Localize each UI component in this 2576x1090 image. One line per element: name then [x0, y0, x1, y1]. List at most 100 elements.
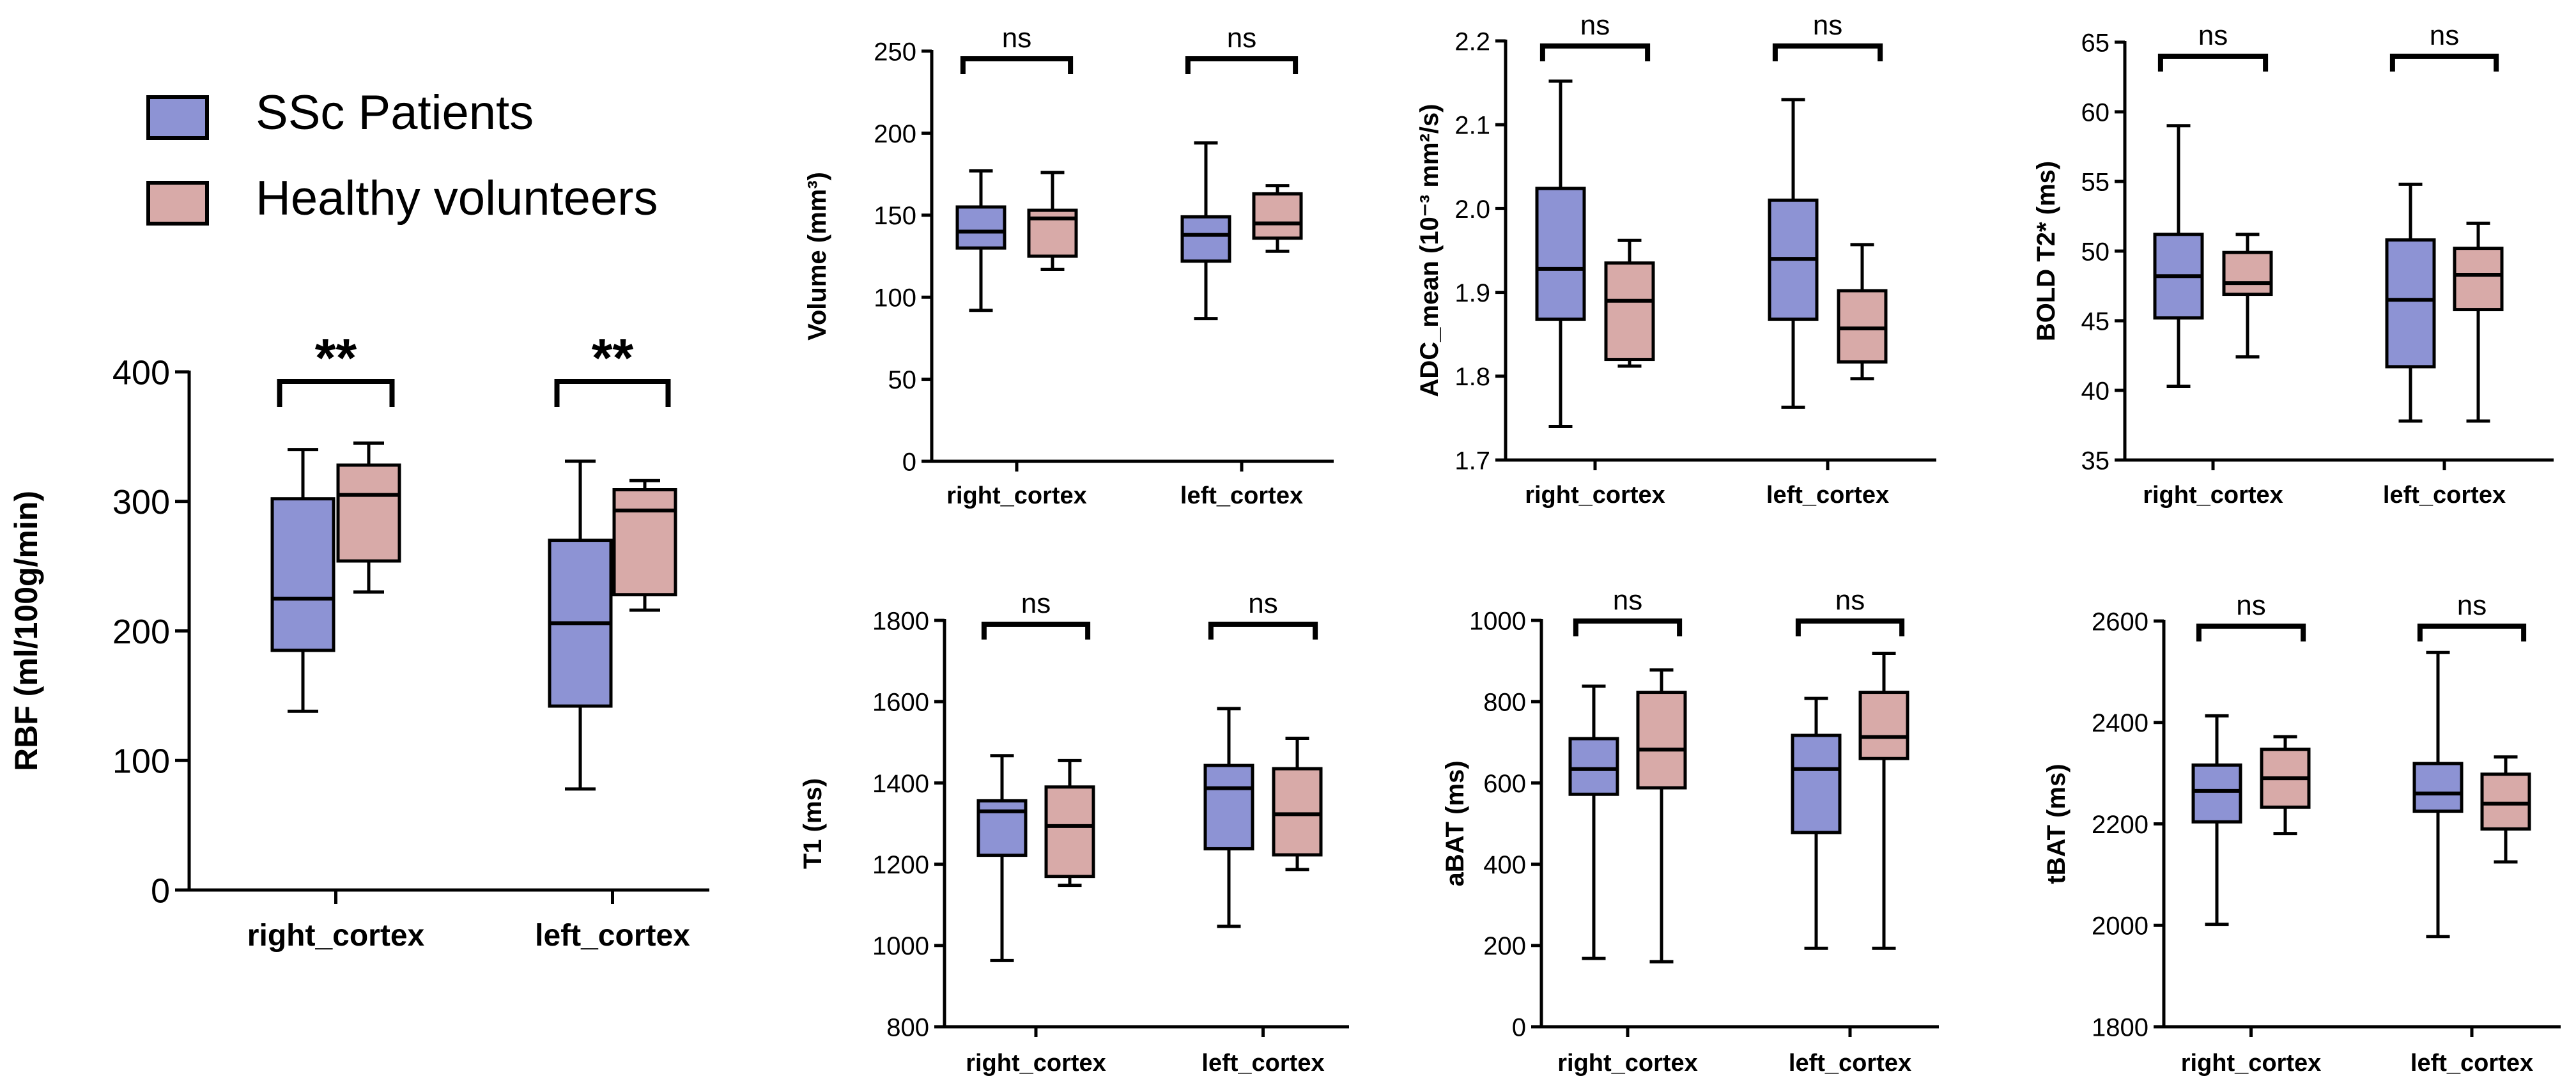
box-iqr: [2453, 247, 2504, 312]
box-healthy-left_cortex: [1837, 243, 1888, 381]
box-healthy-left_cortex: [1858, 652, 1909, 950]
significance-label: ns: [1248, 588, 1277, 619]
x-category-label: left_cortex: [1766, 482, 1889, 509]
box-ssc-left_cortex: [1180, 141, 1231, 321]
y-tick-label: 45: [2081, 307, 2110, 335]
significance-bracket: [2196, 624, 2306, 641]
significance-label: ns: [1002, 22, 1031, 54]
y-tick-label: 60: [2081, 98, 2110, 127]
box-iqr: [1252, 192, 1303, 240]
box-ssc-right_cortex: [976, 754, 1028, 962]
box-iqr: [1272, 767, 1323, 857]
y-tick-label: 2.1: [1454, 112, 1490, 140]
x-category-label: left_cortex: [2410, 1050, 2533, 1077]
box-healthy-right_cortex: [336, 441, 401, 594]
y-tick-label: 2.2: [1454, 27, 1490, 56]
x-category-label: right_cortex: [1525, 482, 1665, 509]
legend-label-healthy: Healthy volunteers: [256, 171, 658, 226]
legend: SSc Patients Healthy volunteers: [146, 86, 658, 226]
y-tick-label: 600: [1483, 770, 1526, 798]
significance-label: ns: [1021, 588, 1051, 619]
significance-label: ns: [1813, 10, 1842, 41]
y-tick-label: 1.8: [1454, 363, 1490, 391]
significance-label: ns: [1227, 22, 1256, 54]
y-tick-label: 2400: [2092, 709, 2148, 737]
box-healthy-left_cortex: [2480, 755, 2531, 864]
y-axis-title: T1 (ms): [799, 778, 827, 869]
significance-label: **: [315, 328, 357, 388]
y-tick-label: 2.0: [1454, 196, 1490, 224]
box-healthy-left_cortex: [1272, 736, 1323, 871]
y-tick-label: 800: [886, 1013, 929, 1041]
legend-swatch-ssc: [146, 95, 209, 140]
y-tick-label: 35: [2081, 447, 2110, 475]
x-category-label: left_cortex: [1789, 1050, 1911, 1077]
y-tick-label: 1800: [872, 607, 929, 635]
significance-bracket: [981, 622, 1091, 640]
box-healthy-right_cortex: [2260, 735, 2311, 836]
x-category-label: left_cortex: [2383, 482, 2506, 509]
box-iqr: [612, 488, 677, 597]
y-axis-title: tBAT (ms): [2042, 764, 2071, 884]
y-tick-label: 2200: [2092, 811, 2148, 839]
y-axis-title: ADC_mean (10⁻³ mm²/s): [1415, 104, 1444, 397]
box-ssc-left_cortex: [548, 459, 613, 791]
y-tick-label: 2600: [2092, 608, 2148, 636]
legend-item-ssc: SSc Patients: [146, 86, 534, 140]
y-tick-label: 250: [874, 38, 916, 66]
y-tick-label: 300: [112, 483, 170, 521]
box-iqr: [1044, 785, 1095, 879]
significance-bracket: [554, 379, 671, 407]
chart-t1: 800 1000 1200 1400 1600 1800 T1 (ms) right_cort…: [799, 588, 1349, 1077]
legend-swatch-healthy: [146, 181, 209, 226]
y-tick-label: 40: [2081, 377, 2110, 405]
significance-bracket: [2417, 624, 2527, 641]
y-tick-label: 200: [112, 613, 170, 651]
box-ssc-right_cortex: [2191, 714, 2242, 926]
y-tick-label: 65: [2081, 29, 2110, 57]
y-tick-label: 800: [1483, 689, 1526, 717]
box-ssc-left_cortex: [1791, 696, 1842, 950]
significance-bracket: [1539, 43, 1651, 61]
box-iqr: [1858, 691, 1909, 760]
y-tick-label: 1.7: [1454, 447, 1490, 475]
y-tick-label: 400: [112, 353, 170, 392]
y-tick-label: 1400: [872, 770, 929, 798]
box-iqr: [336, 463, 401, 563]
y-tick-label: 50: [888, 366, 917, 394]
y-axis-title: BOLD T2* (ms): [2032, 161, 2060, 341]
significance-bracket: [277, 379, 395, 407]
x-category-label: right_cortex: [247, 919, 425, 953]
y-tick-label: 1.9: [1454, 279, 1490, 307]
significance-bracket: [2389, 54, 2499, 72]
box-ssc-left_cortex: [2385, 182, 2436, 423]
significance-bracket: [1208, 622, 1318, 640]
box-healthy-left_cortex: [2453, 221, 2504, 423]
legend-label-ssc: SSc Patients: [256, 86, 534, 140]
box-ssc-left_cortex: [1768, 98, 1819, 409]
significance-label: ns: [1613, 585, 1642, 616]
box-healthy-right_cortex: [2222, 233, 2273, 359]
y-tick-label: 0: [902, 448, 916, 476]
chart-abat: 0 200 400 600 800 1000 aBAT (ms) right_cortex ns…: [1441, 585, 1939, 1077]
chart-tbat: 1800 2000 2200 2400 2600 tBAT (ms) right_corte…: [2042, 590, 2561, 1077]
box-ssc-left_cortex: [1203, 707, 1254, 928]
box-ssc-right_cortex: [270, 448, 335, 713]
y-tick-label: 100: [874, 284, 916, 312]
y-tick-label: 100: [112, 742, 170, 781]
significance-bracket: [960, 56, 1074, 74]
chart-volume: 0 50 100 150 200 250 Volume (mm³) right_cortex n…: [803, 22, 1334, 509]
y-tick-label: 1800: [2092, 1013, 2148, 1041]
significance-bracket: [1185, 56, 1299, 74]
x-category-label: right_cortex: [946, 482, 1087, 509]
y-tick-label: 200: [874, 120, 916, 148]
box-iqr: [270, 497, 335, 652]
box-iqr: [1535, 187, 1586, 321]
box-iqr: [976, 799, 1028, 857]
x-category-label: left_cortex: [1201, 1050, 1324, 1077]
significance-bracket: [2157, 54, 2269, 72]
box-iqr: [2385, 238, 2436, 369]
box-iqr: [1568, 737, 1619, 796]
box-iqr: [2191, 763, 2242, 824]
